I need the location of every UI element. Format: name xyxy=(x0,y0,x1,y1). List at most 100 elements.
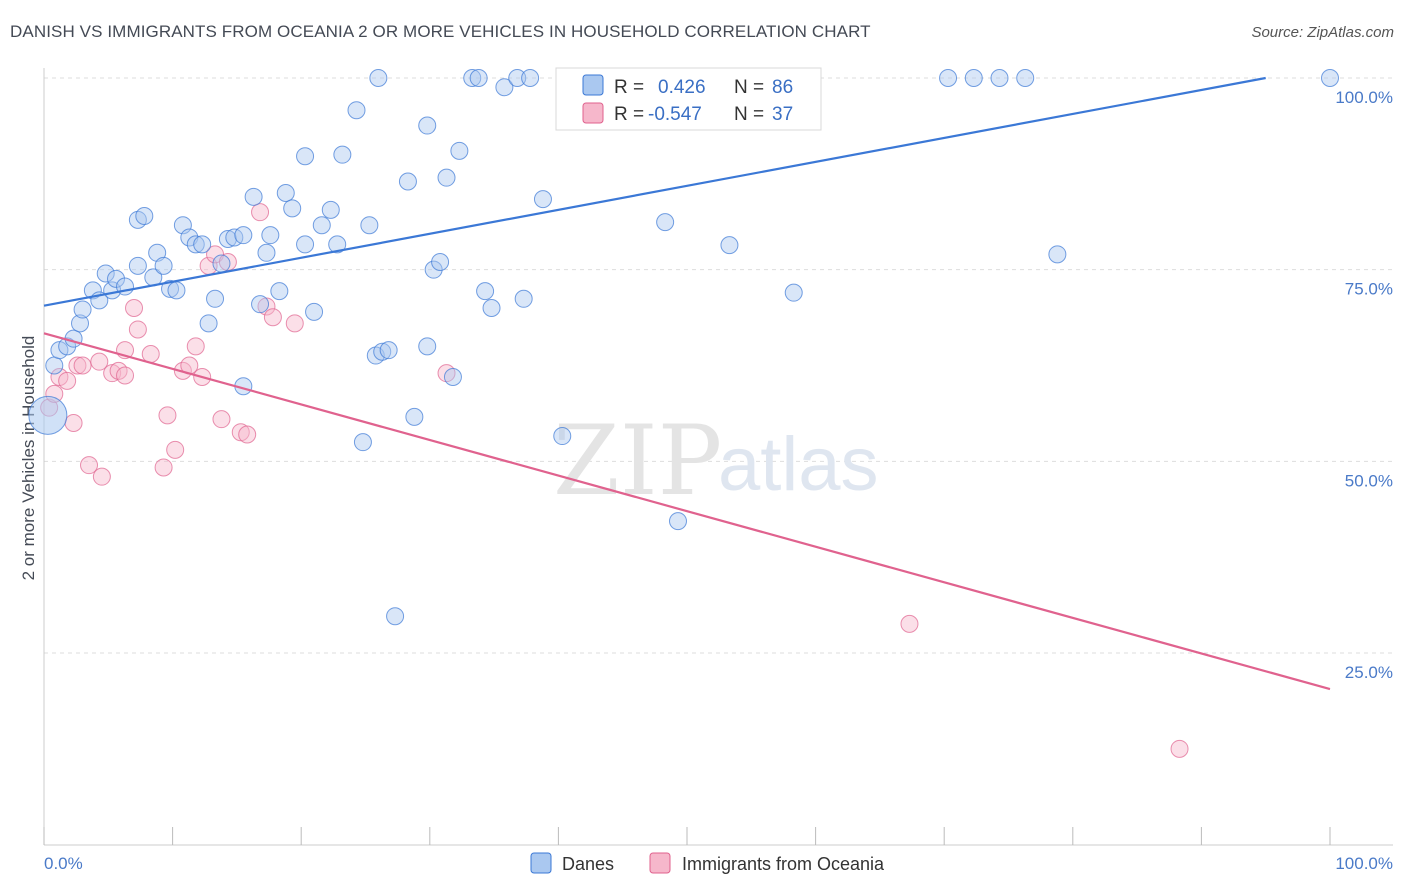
danes-point xyxy=(71,314,90,333)
oceania-point xyxy=(238,425,257,444)
chart-title: DANISH VS IMMIGRANTS FROM OCEANIA 2 OR M… xyxy=(10,22,871,41)
danes-point xyxy=(443,368,462,386)
danes-point xyxy=(199,314,218,333)
danes-point xyxy=(128,256,147,275)
legend-oceania-swatch xyxy=(582,102,604,124)
legend-oceania-r-label: R = xyxy=(614,104,644,125)
watermark-atlas: atlas xyxy=(718,422,879,507)
watermark-zip: ZIP xyxy=(553,405,722,517)
danes-point xyxy=(668,512,687,531)
oceania-point xyxy=(154,458,173,477)
danes-point xyxy=(964,69,983,87)
danes-point xyxy=(431,253,450,271)
oceania-point xyxy=(92,467,111,486)
oceania-trend-line xyxy=(43,332,1331,691)
y-tick-labels: 25.0% 50.0% 75.0% 100.0% xyxy=(1335,88,1393,682)
danes-point xyxy=(45,356,64,375)
danes-point xyxy=(1016,69,1035,87)
series-oceania-points xyxy=(40,203,1189,758)
danes-point xyxy=(257,243,276,262)
legend-oceania-n-label: N = xyxy=(734,104,764,125)
oceania-point xyxy=(116,366,135,385)
danes-point xyxy=(360,216,379,235)
danes-point xyxy=(193,235,212,254)
danes-point xyxy=(379,341,398,360)
danes-point xyxy=(347,101,366,120)
danes-point xyxy=(251,295,270,314)
danes-point xyxy=(186,235,205,254)
danes-point xyxy=(244,187,263,206)
legend-oceania-n-value: 37 xyxy=(772,104,793,125)
danes-point xyxy=(386,607,405,626)
oceania-point xyxy=(80,456,99,475)
danes-point xyxy=(521,69,540,87)
danes-point xyxy=(469,69,488,87)
danes-point xyxy=(514,289,533,308)
danes-point xyxy=(212,254,231,273)
x-tick-label-min: 0.0% xyxy=(44,854,83,873)
danes-point xyxy=(450,141,469,160)
legend-danes-n-value: 86 xyxy=(772,77,793,98)
legend-danes-n-label: N = xyxy=(734,77,764,98)
danes-point xyxy=(373,342,392,361)
bottom-legend-danes-label: Danes xyxy=(562,854,614,874)
danes-point xyxy=(482,299,501,317)
bottom-legend-danes-swatch xyxy=(530,852,552,874)
bottom-legend-oceania-label: Immigrants from Oceania xyxy=(682,854,885,874)
danes-point xyxy=(720,236,739,255)
y-tick-label-25: 25.0% xyxy=(1345,663,1393,682)
watermark: ZIP atlas xyxy=(553,405,879,517)
danes-point xyxy=(990,69,1009,87)
oceania-point xyxy=(263,308,282,327)
danes-point xyxy=(398,172,417,191)
bottom-legend-oceania-swatch xyxy=(649,852,671,874)
danes-point xyxy=(656,213,675,232)
oceania-point xyxy=(212,410,231,429)
oceania-point xyxy=(166,440,185,459)
danes-point xyxy=(328,235,347,254)
grid-lines xyxy=(44,77,1393,654)
danes-point xyxy=(424,260,443,279)
danes-trend-line xyxy=(43,76,1266,307)
danes-point xyxy=(154,256,173,275)
oceania-point xyxy=(158,406,177,425)
danes-point xyxy=(418,116,437,135)
oceania-point xyxy=(285,314,304,333)
oceania-point xyxy=(186,337,205,356)
danes-point xyxy=(218,230,237,248)
danes-point xyxy=(296,147,315,166)
danes-point xyxy=(437,168,456,187)
danes-point xyxy=(305,302,324,321)
danes-point xyxy=(369,69,388,87)
danes-point xyxy=(283,199,302,218)
oceania-point xyxy=(58,371,77,390)
danes-point xyxy=(73,300,92,319)
danes-point xyxy=(161,279,180,298)
oceania-point xyxy=(68,356,87,375)
oceania-point xyxy=(1170,739,1189,758)
danes-point xyxy=(1321,69,1339,87)
y-tick-label-50: 50.0% xyxy=(1345,471,1393,490)
y-tick-label-100: 100.0% xyxy=(1335,88,1393,107)
oceania-point xyxy=(90,352,109,371)
series-danes-points xyxy=(28,69,1339,626)
oceania-point xyxy=(64,414,83,432)
danes-point xyxy=(135,207,154,225)
danes-point xyxy=(107,269,126,288)
danes-point xyxy=(1048,245,1067,264)
oceania-point xyxy=(125,299,144,317)
danes-point xyxy=(261,226,280,245)
danes-point xyxy=(148,243,167,262)
danes-point xyxy=(508,69,527,87)
axes xyxy=(43,68,1393,846)
danes-point xyxy=(321,200,340,219)
danes-point xyxy=(463,69,482,87)
danes-point xyxy=(939,69,958,87)
y-axis-label: 2 or more Vehicles in Household xyxy=(19,336,38,581)
stats-legend: R = 0.426 N = 86 R = -0.547 N = 37 xyxy=(555,67,822,131)
danes-point xyxy=(276,184,295,202)
oceania-point xyxy=(109,361,128,380)
oceania-point xyxy=(900,614,919,633)
oceania-point xyxy=(73,356,92,375)
